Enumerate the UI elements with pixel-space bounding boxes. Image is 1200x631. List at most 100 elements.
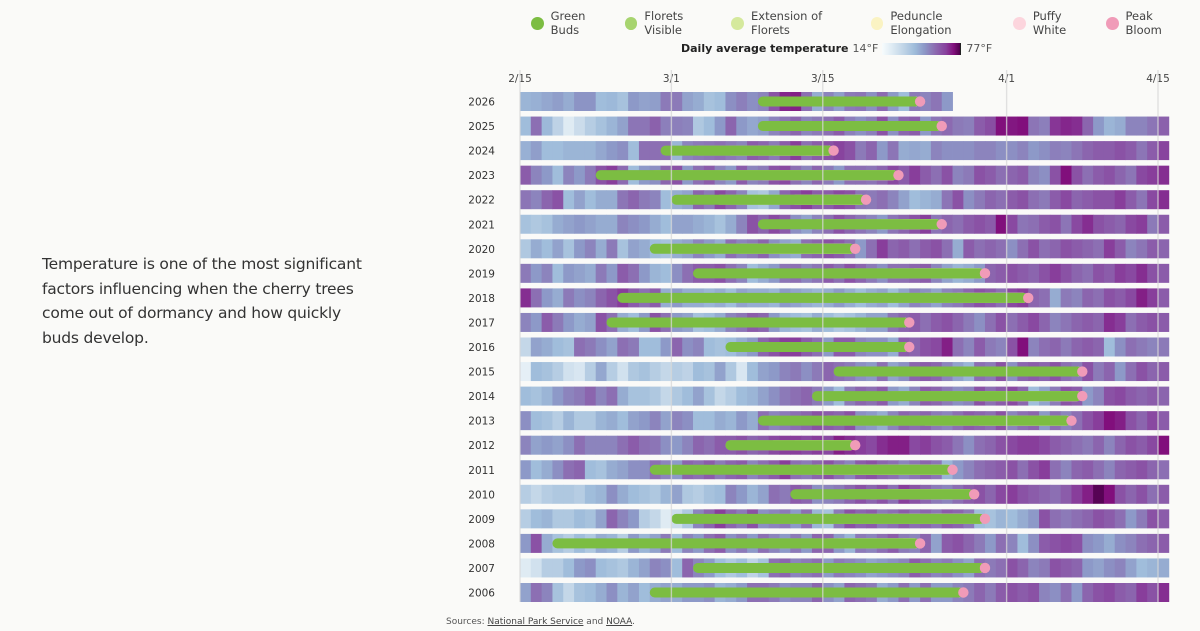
- temperature-cell: [595, 460, 607, 480]
- intro-paragraph: Temperature is one of the most significa…: [42, 255, 362, 347]
- temperature-cell: [995, 141, 1008, 161]
- temperature-cell: [1147, 583, 1159, 602]
- temperature-cell: [1136, 288, 1148, 308]
- temperature-cell: [682, 116, 694, 136]
- temperature-cell: [584, 509, 597, 529]
- peak-bloom-swatch-icon: [1105, 16, 1119, 30]
- temperature-cell: [920, 190, 932, 210]
- temperature-cell: [941, 190, 953, 210]
- temperature-cell: [1049, 509, 1062, 529]
- temperature-cell: [974, 533, 986, 553]
- temperature-cell: [703, 484, 716, 504]
- sources-and: and: [583, 617, 607, 627]
- temperature-cell: [682, 263, 694, 283]
- temperature-cell: [1049, 165, 1062, 185]
- temperature-cell: [725, 386, 737, 406]
- temperature-cell: [844, 141, 856, 161]
- temperature-cell: [974, 141, 986, 161]
- temperature-cell: [1136, 484, 1148, 504]
- sources-note: Sources: National Park Service and NOAA.: [446, 617, 635, 627]
- stage-segment-1: [757, 219, 942, 230]
- temperature-cell: [1147, 386, 1159, 406]
- temperature-cell: [736, 411, 748, 431]
- noaa-link[interactable]: NOAA: [606, 617, 633, 627]
- temperature-cell: [693, 484, 705, 504]
- temperature-cell: [1093, 214, 1105, 234]
- temperature-cell: [898, 141, 910, 161]
- temperature-cell: [520, 92, 532, 111]
- stage-segment-1: [757, 121, 942, 132]
- temperature-cell: [584, 362, 597, 382]
- temperature-cell: [606, 116, 618, 136]
- temperature-cell: [552, 435, 564, 455]
- temperature-cell: [930, 141, 943, 161]
- temperature-cell: [563, 312, 575, 332]
- temperature-cell: [671, 92, 683, 111]
- legend-label: Green Buds: [550, 9, 586, 37]
- temperature-cell: [1049, 288, 1062, 308]
- national-park-service-link[interactable]: National Park Service: [487, 617, 584, 627]
- temperature-cell: [930, 165, 943, 185]
- temperature-cell: [1093, 288, 1105, 308]
- temperature-cell: [541, 435, 553, 455]
- temperature-cell: [1060, 141, 1072, 161]
- temperature-cell: [649, 509, 661, 529]
- temperature-cell: [520, 362, 532, 382]
- temperature-cell: [1082, 214, 1094, 234]
- temperature-cell: [1093, 411, 1105, 431]
- temperature-cell: [1049, 214, 1062, 234]
- temperature-cell: [963, 239, 975, 259]
- temperature-cell: [876, 190, 889, 210]
- temperature-cell: [703, 435, 716, 455]
- temperature-cell: [628, 141, 640, 161]
- temperature-cell: [541, 312, 553, 332]
- temperature-cell: [1006, 484, 1018, 504]
- peak-bloom-dot: [1077, 366, 1088, 377]
- temperature-cell: [617, 337, 629, 357]
- temperature-cell: [714, 116, 726, 136]
- temperature-cell: [520, 411, 532, 431]
- temperature-cell: [649, 190, 661, 210]
- temperature-cell: [714, 435, 726, 455]
- x-axis: 2/15 3/1 3/15 4/1 4/15: [508, 73, 1170, 85]
- temperature-cell: [952, 312, 964, 332]
- temperature-cell: [649, 116, 661, 136]
- temperature-cell: [530, 583, 543, 602]
- temperature-cell: [1103, 239, 1116, 259]
- stage-segment-1: [693, 268, 985, 279]
- temperature-cell: [671, 558, 683, 578]
- temperature-cell: [1039, 288, 1051, 308]
- temperature-cell: [1093, 558, 1105, 578]
- temperature-cell: [530, 411, 543, 431]
- temperature-cell: [822, 362, 834, 382]
- temperature-cell: [1093, 386, 1105, 406]
- temperature-cell: [606, 509, 618, 529]
- temperature-cell: [682, 411, 694, 431]
- temperature-cell: [584, 141, 597, 161]
- year-row-2020: 2020: [468, 239, 1170, 259]
- legend-item-extension-of-florets: Extension of Florets: [731, 9, 861, 37]
- temperature-cell: [552, 165, 564, 185]
- temperature-cell: [530, 165, 543, 185]
- temperature-cell: [693, 214, 705, 234]
- temperature-cell: [1039, 558, 1051, 578]
- temperature-cell: [1093, 484, 1105, 504]
- temperature-cell: [1017, 460, 1029, 480]
- temperature-cell: [1039, 263, 1051, 283]
- temperature-cell: [563, 460, 575, 480]
- temperature-cell: [649, 435, 661, 455]
- bloom-stage-bar: [833, 366, 1088, 377]
- temperature-cell: [1071, 583, 1083, 602]
- temperature-cell: [1136, 165, 1148, 185]
- temperature-cell: [995, 484, 1008, 504]
- temperature-cell: [1125, 558, 1137, 578]
- temperature-cell: [1136, 239, 1148, 259]
- temperature-cell: [725, 116, 737, 136]
- temperature-cell: [1049, 190, 1062, 210]
- temperature-cell: [1147, 288, 1159, 308]
- temperature-cell: [1006, 263, 1018, 283]
- peak-bloom-dot: [979, 562, 991, 574]
- temperature-cell: [563, 263, 575, 283]
- temperature-cell: [920, 337, 932, 357]
- temperature-cell: [563, 239, 575, 259]
